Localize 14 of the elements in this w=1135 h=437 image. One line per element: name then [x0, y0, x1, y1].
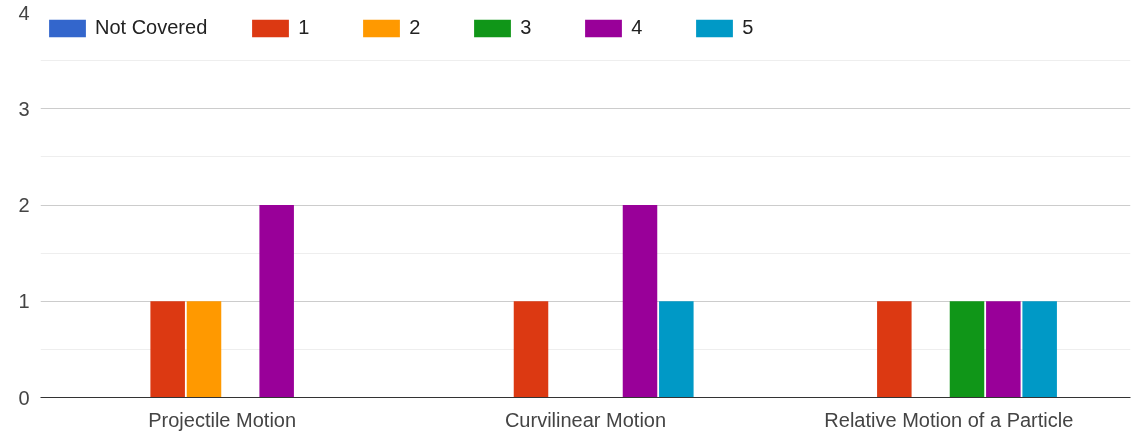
legend-label: 2 — [409, 16, 422, 39]
x-tick-label: Relative Motion of a Particle — [824, 408, 1074, 431]
x-tick-label: Projectile Motion — [148, 408, 297, 431]
legend-label: 3 — [520, 16, 533, 39]
x-tick-label: Curvilinear Motion — [504, 408, 667, 431]
legend-label: 1 — [298, 16, 311, 39]
y-tick-label: 1 — [18, 290, 30, 313]
y-tick-label: 4 — [18, 1, 30, 24]
legend-label: 4 — [631, 16, 644, 39]
legend-label: 5 — [742, 16, 755, 39]
legend-label: Not Covered — [95, 16, 208, 39]
y-tick-label: 0 — [18, 386, 30, 409]
y-tick-label: 3 — [18, 97, 30, 120]
y-tick-label: 2 — [18, 194, 30, 216]
